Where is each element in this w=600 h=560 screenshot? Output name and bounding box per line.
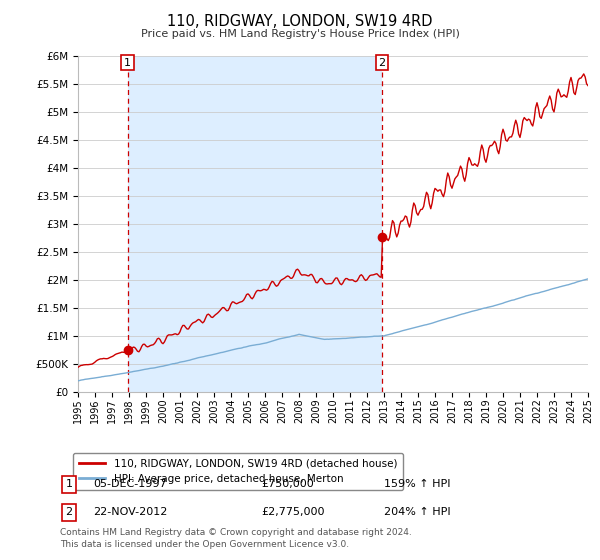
- Bar: [128, 56, 382, 392]
- Text: 1: 1: [65, 479, 73, 489]
- Text: 2: 2: [379, 58, 386, 68]
- Text: 1: 1: [124, 58, 131, 68]
- Text: 159% ↑ HPI: 159% ↑ HPI: [384, 479, 451, 489]
- Text: 22-NOV-2012: 22-NOV-2012: [93, 507, 167, 517]
- Text: £750,000: £750,000: [261, 479, 314, 489]
- Text: 2: 2: [65, 507, 73, 517]
- Text: 204% ↑ HPI: 204% ↑ HPI: [384, 507, 451, 517]
- Text: 05-DEC-1997: 05-DEC-1997: [93, 479, 167, 489]
- Text: 110, RIDGWAY, LONDON, SW19 4RD: 110, RIDGWAY, LONDON, SW19 4RD: [167, 14, 433, 29]
- Text: Price paid vs. HM Land Registry's House Price Index (HPI): Price paid vs. HM Land Registry's House …: [140, 29, 460, 39]
- Text: Contains HM Land Registry data © Crown copyright and database right 2024.
This d: Contains HM Land Registry data © Crown c…: [60, 528, 412, 549]
- Text: £2,775,000: £2,775,000: [261, 507, 325, 517]
- Legend: 110, RIDGWAY, LONDON, SW19 4RD (detached house), HPI: Average price, detached ho: 110, RIDGWAY, LONDON, SW19 4RD (detached…: [73, 452, 403, 491]
